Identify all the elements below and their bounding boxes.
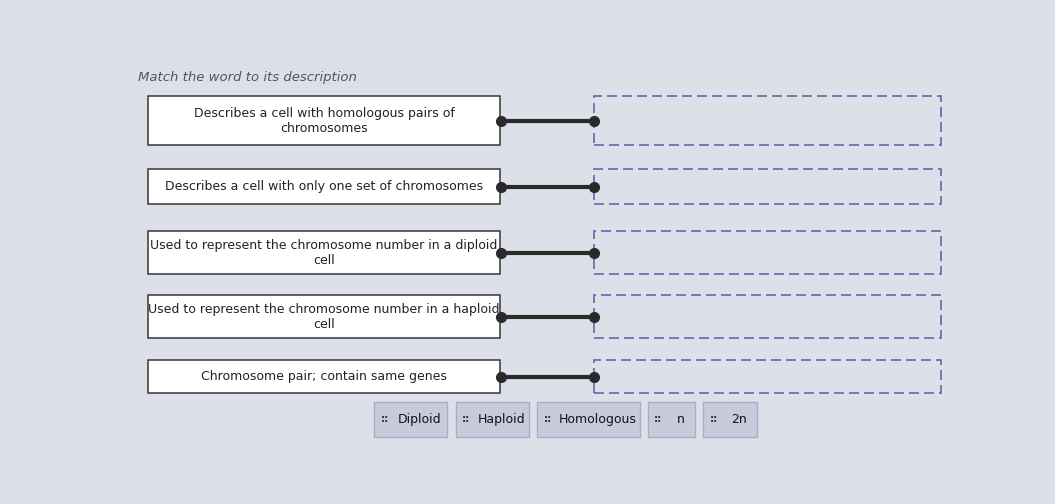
Text: Diploid: Diploid bbox=[398, 413, 441, 426]
Text: ::: :: bbox=[381, 414, 388, 424]
Text: ::: :: bbox=[654, 414, 663, 424]
FancyBboxPatch shape bbox=[373, 402, 447, 437]
FancyBboxPatch shape bbox=[148, 169, 500, 204]
Text: ::: :: bbox=[710, 414, 718, 424]
FancyBboxPatch shape bbox=[594, 231, 941, 274]
FancyBboxPatch shape bbox=[148, 231, 500, 274]
Text: Describes a cell with homologous pairs of
chromosomes: Describes a cell with homologous pairs o… bbox=[193, 107, 455, 135]
Text: Haploid: Haploid bbox=[478, 413, 525, 426]
FancyBboxPatch shape bbox=[456, 402, 530, 437]
FancyBboxPatch shape bbox=[148, 96, 500, 145]
Text: Used to represent the chromosome number in a haploid
cell: Used to represent the chromosome number … bbox=[149, 302, 500, 331]
FancyBboxPatch shape bbox=[704, 402, 756, 437]
FancyBboxPatch shape bbox=[148, 360, 500, 393]
Text: Chromosome pair; contain same genes: Chromosome pair; contain same genes bbox=[202, 370, 447, 383]
Text: ::: :: bbox=[544, 414, 552, 424]
FancyBboxPatch shape bbox=[648, 402, 695, 437]
FancyBboxPatch shape bbox=[148, 295, 500, 338]
FancyBboxPatch shape bbox=[594, 360, 941, 393]
Text: Used to represent the chromosome number in a diploid
cell: Used to represent the chromosome number … bbox=[150, 238, 498, 267]
Text: Match the word to its description: Match the word to its description bbox=[138, 72, 358, 84]
Text: Homologous: Homologous bbox=[558, 413, 636, 426]
Text: Describes a cell with only one set of chromosomes: Describes a cell with only one set of ch… bbox=[165, 180, 483, 193]
FancyBboxPatch shape bbox=[537, 402, 639, 437]
Text: 2n: 2n bbox=[731, 413, 747, 426]
FancyBboxPatch shape bbox=[594, 96, 941, 145]
Text: ::: :: bbox=[462, 414, 471, 424]
Text: n: n bbox=[676, 413, 685, 426]
FancyBboxPatch shape bbox=[594, 295, 941, 338]
FancyBboxPatch shape bbox=[594, 169, 941, 204]
